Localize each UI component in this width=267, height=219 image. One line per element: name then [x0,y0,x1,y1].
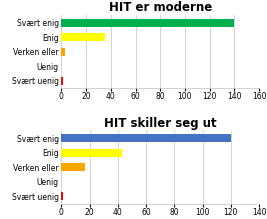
Bar [61,19,234,26]
Bar [61,48,65,56]
Bar [61,163,85,171]
Bar [61,134,231,143]
Bar [61,149,122,157]
Bar [61,193,63,200]
Bar [61,77,63,85]
Title: HIT er moderne: HIT er moderne [109,1,212,14]
Bar [61,33,105,41]
Title: HIT skiller seg ut: HIT skiller seg ut [104,117,217,130]
